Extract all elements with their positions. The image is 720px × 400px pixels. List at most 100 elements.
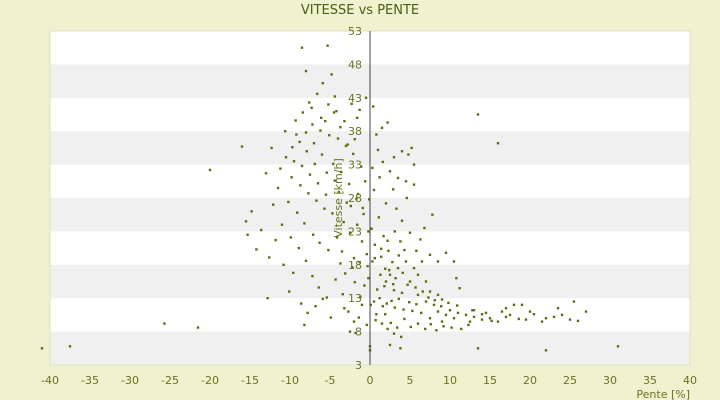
- data-point: [274, 238, 277, 242]
- data-point: [266, 297, 269, 300]
- data-point: [325, 296, 328, 299]
- data-point: [246, 233, 249, 236]
- data-point: [424, 280, 428, 283]
- data-point: [376, 148, 380, 152]
- data-point: [452, 260, 456, 263]
- y-tick-label: 28: [348, 192, 362, 205]
- data-point: [384, 313, 387, 316]
- x-tick-label: -20: [201, 374, 219, 387]
- data-point: [208, 168, 212, 172]
- data-point: [616, 345, 620, 348]
- data-point: [395, 207, 398, 210]
- data-point: [423, 226, 426, 230]
- x-tick-label: 40: [683, 374, 697, 387]
- data-point: [320, 116, 323, 120]
- data-point: [279, 167, 282, 170]
- data-point: [358, 108, 361, 112]
- data-point: [384, 280, 388, 283]
- data-point: [311, 123, 314, 126]
- data-point: [371, 166, 374, 170]
- data-point: [364, 180, 367, 183]
- data-point: [378, 176, 381, 179]
- data-point: [288, 290, 291, 293]
- y-tick-label: 3: [355, 359, 362, 372]
- data-point: [292, 271, 295, 275]
- x-tick-label: 10: [443, 374, 457, 387]
- data-point: [342, 220, 345, 224]
- data-point: [408, 301, 411, 304]
- data-point: [372, 188, 376, 192]
- data-point: [380, 247, 383, 250]
- data-point: [389, 321, 392, 325]
- data-point: [359, 295, 362, 299]
- data-point: [282, 263, 285, 266]
- data-point: [471, 309, 474, 312]
- data-point: [386, 239, 389, 242]
- data-point: [412, 266, 416, 270]
- data-point: [458, 286, 461, 290]
- data-point: [268, 256, 271, 259]
- data-point: [382, 234, 385, 238]
- data-point: [391, 260, 394, 264]
- data-point: [379, 273, 382, 277]
- data-point: [344, 144, 348, 148]
- data-point: [260, 228, 263, 232]
- data-point: [321, 297, 324, 301]
- data-point: [396, 176, 400, 180]
- data-point: [414, 286, 417, 289]
- data-point: [343, 119, 346, 123]
- data-point: [291, 146, 294, 149]
- data-point: [280, 223, 284, 226]
- data-point: [388, 273, 392, 277]
- data-point: [353, 138, 356, 141]
- data-point: [456, 311, 460, 315]
- data-point: [369, 303, 372, 307]
- data-point: [427, 296, 430, 299]
- data-point: [401, 271, 404, 275]
- data-point: [333, 95, 336, 98]
- data-point: [356, 192, 360, 196]
- data-point: [584, 310, 588, 313]
- data-point: [308, 101, 311, 104]
- data-point: [264, 172, 268, 175]
- data-point: [419, 238, 422, 241]
- data-point: [431, 213, 434, 216]
- y-tick-label: 53: [348, 25, 362, 38]
- data-point: [310, 106, 313, 110]
- data-point: [326, 44, 329, 47]
- data-point: [424, 300, 428, 303]
- data-point: [325, 171, 328, 174]
- data-point: [330, 73, 333, 76]
- data-point: [392, 188, 395, 191]
- data-point: [496, 142, 500, 145]
- data-point: [517, 317, 520, 321]
- data-point: [344, 272, 347, 275]
- data-point: [350, 102, 353, 106]
- data-point: [317, 286, 320, 289]
- data-point: [396, 326, 399, 329]
- data-point: [442, 325, 445, 328]
- data-point: [303, 323, 306, 327]
- data-point: [366, 264, 369, 268]
- data-point: [324, 119, 327, 123]
- data-point: [500, 310, 504, 313]
- data-point: [393, 230, 396, 233]
- data-point: [284, 156, 288, 159]
- data-point: [404, 180, 408, 183]
- data-point: [524, 318, 528, 321]
- y-tick-label: 48: [348, 58, 362, 71]
- y-axis-label: Vitesse [km/h]: [332, 158, 345, 238]
- data-point: [428, 253, 432, 256]
- data-point: [327, 103, 330, 106]
- data-point: [362, 212, 365, 216]
- data-point: [321, 81, 324, 85]
- data-point: [420, 311, 423, 315]
- data-point: [416, 293, 420, 297]
- data-point: [308, 173, 312, 176]
- data-point: [383, 284, 386, 288]
- data-point: [364, 96, 368, 99]
- data-point: [387, 249, 390, 252]
- data-point: [403, 248, 406, 252]
- data-point: [336, 236, 339, 239]
